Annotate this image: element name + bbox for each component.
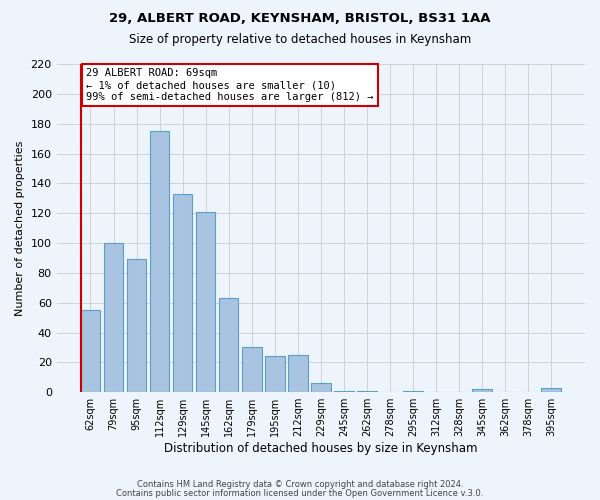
Text: Contains public sector information licensed under the Open Government Licence v.: Contains public sector information licen…	[116, 488, 484, 498]
Bar	[334, 390, 353, 392]
Bar	[80, 310, 100, 392]
Bar	[104, 243, 123, 392]
Bar	[265, 356, 284, 392]
Bar	[219, 298, 238, 392]
Bar	[311, 384, 331, 392]
Bar	[196, 212, 215, 392]
Bar	[472, 389, 492, 392]
Bar	[288, 355, 308, 392]
Text: 29, ALBERT ROAD, KEYNSHAM, BRISTOL, BS31 1AA: 29, ALBERT ROAD, KEYNSHAM, BRISTOL, BS31…	[109, 12, 491, 26]
Bar	[403, 390, 423, 392]
Bar	[541, 388, 561, 392]
Y-axis label: Number of detached properties: Number of detached properties	[15, 140, 25, 316]
Text: 29 ALBERT ROAD: 69sqm
← 1% of detached houses are smaller (10)
99% of semi-detac: 29 ALBERT ROAD: 69sqm ← 1% of detached h…	[86, 68, 374, 102]
X-axis label: Distribution of detached houses by size in Keynsham: Distribution of detached houses by size …	[164, 442, 478, 455]
Bar	[242, 348, 262, 392]
Text: Contains HM Land Registry data © Crown copyright and database right 2024.: Contains HM Land Registry data © Crown c…	[137, 480, 463, 489]
Bar	[357, 390, 377, 392]
Text: Size of property relative to detached houses in Keynsham: Size of property relative to detached ho…	[129, 32, 471, 46]
Bar	[173, 194, 193, 392]
Bar	[150, 131, 169, 392]
Bar	[127, 260, 146, 392]
